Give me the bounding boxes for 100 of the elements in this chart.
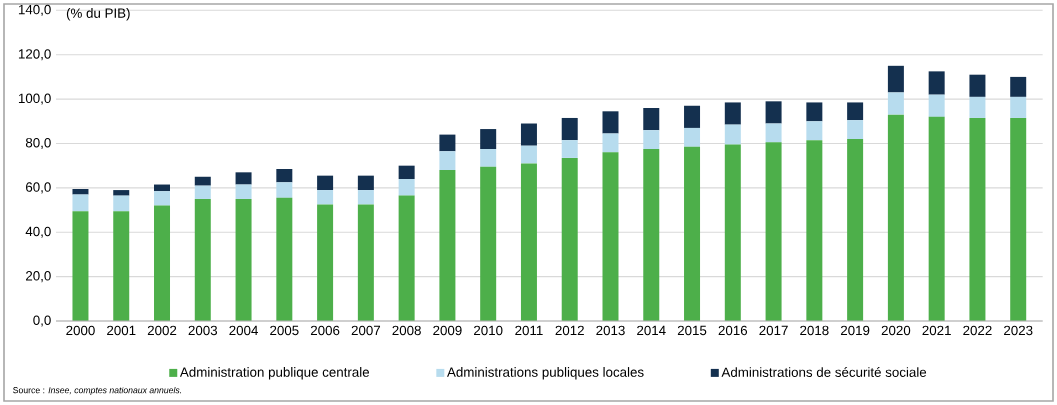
bar — [194, 176, 211, 186]
x-tick-label: 2017 — [759, 325, 788, 336]
bar — [72, 188, 89, 195]
bar — [276, 169, 293, 183]
bar — [887, 114, 904, 321]
bar — [480, 129, 497, 150]
bar — [602, 111, 619, 134]
bar — [561, 117, 578, 141]
bar — [398, 165, 415, 179]
bar — [398, 195, 415, 321]
bar — [317, 175, 334, 191]
bar — [235, 198, 252, 321]
bar — [72, 211, 89, 321]
x-tick-label: 2003 — [188, 325, 218, 336]
bar — [765, 123, 782, 143]
bar — [520, 123, 537, 146]
bar — [847, 102, 864, 121]
bar — [357, 190, 374, 205]
x-tick-label: 2010 — [474, 325, 503, 336]
x-tick-label: 2005 — [270, 325, 299, 336]
bar — [357, 175, 374, 191]
x-tick-label: 2019 — [840, 325, 870, 336]
x-tick-label: 2009 — [433, 325, 462, 336]
x-tick-label: 2007 — [351, 325, 381, 336]
bar — [643, 107, 660, 131]
bar — [643, 149, 660, 321]
y-tick-label: 20,0 — [26, 271, 51, 283]
bar — [317, 204, 334, 321]
bar — [928, 71, 945, 95]
y-tick-label: 40,0 — [25, 226, 51, 238]
bar — [154, 205, 171, 321]
bar — [684, 127, 701, 147]
bar — [235, 172, 252, 185]
bar — [276, 182, 293, 198]
x-tick-label: 2001 — [107, 325, 136, 336]
y-tick-label: 100,0 — [18, 93, 51, 105]
bar — [398, 178, 415, 196]
bar — [1010, 117, 1027, 321]
x-tick-label: 2015 — [677, 325, 707, 336]
x-tick-label: 2012 — [555, 325, 584, 336]
x-tick-label: 2020 — [881, 325, 911, 336]
bar — [847, 139, 864, 321]
bar — [480, 149, 497, 167]
bar — [154, 184, 171, 192]
bar — [561, 157, 578, 321]
bar — [928, 94, 945, 117]
bar — [928, 116, 945, 321]
bar — [724, 102, 741, 125]
x-tick-label: 2013 — [596, 325, 625, 336]
x-tick-label: 2021 — [922, 325, 951, 336]
bar — [969, 96, 986, 118]
bar — [276, 197, 293, 321]
x-tick-label: 2018 — [800, 325, 829, 336]
bar — [1010, 96, 1027, 118]
bar — [72, 194, 89, 212]
bar — [561, 140, 578, 158]
bar — [1010, 76, 1027, 97]
x-tick-label: 2016 — [718, 325, 748, 336]
bar — [520, 163, 537, 321]
legend-label: Administrations de sécurité sociale — [721, 366, 927, 377]
bar — [684, 105, 701, 128]
bar — [724, 124, 741, 145]
x-tick-label: 2002 — [147, 325, 177, 336]
bar — [684, 146, 701, 321]
y-tick-label: 0,0 — [33, 315, 51, 327]
bar — [480, 166, 497, 321]
bar — [113, 190, 130, 196]
bar — [969, 117, 986, 321]
bar — [724, 144, 741, 321]
x-tick-label: 2022 — [963, 325, 992, 336]
y-axis-title: (% du PIB) — [66, 8, 130, 21]
source-note: Source : Insee, comptes nationaux annuels. — [13, 386, 182, 395]
bar — [439, 170, 456, 321]
legend-label: Administrations publiques locales — [447, 367, 644, 380]
bar — [887, 65, 904, 93]
x-tick-label: 2023 — [1004, 325, 1033, 336]
bar — [317, 190, 334, 205]
x-tick-label: 2008 — [392, 325, 421, 336]
bar — [602, 152, 619, 321]
bar — [602, 133, 619, 153]
bar — [194, 198, 211, 321]
x-tick-label: 2000 — [66, 325, 95, 336]
legend-label: Administration publique centrale — [179, 367, 370, 380]
bar — [847, 120, 864, 140]
y-tick-label: 120,0 — [18, 49, 51, 61]
x-tick-label: 2011 — [515, 325, 543, 336]
bar — [765, 142, 782, 321]
x-tick-label: 2014 — [637, 325, 666, 336]
bar — [806, 102, 823, 122]
bar — [765, 101, 782, 124]
bar — [806, 121, 823, 141]
bar — [357, 204, 374, 321]
bar — [969, 74, 986, 97]
y-tick-label: 80,0 — [25, 137, 51, 149]
bar — [520, 145, 537, 164]
bar — [154, 191, 171, 206]
bar — [887, 92, 904, 115]
bar — [643, 130, 660, 150]
x-tick-label: 2006 — [310, 325, 340, 336]
bar — [806, 140, 823, 321]
